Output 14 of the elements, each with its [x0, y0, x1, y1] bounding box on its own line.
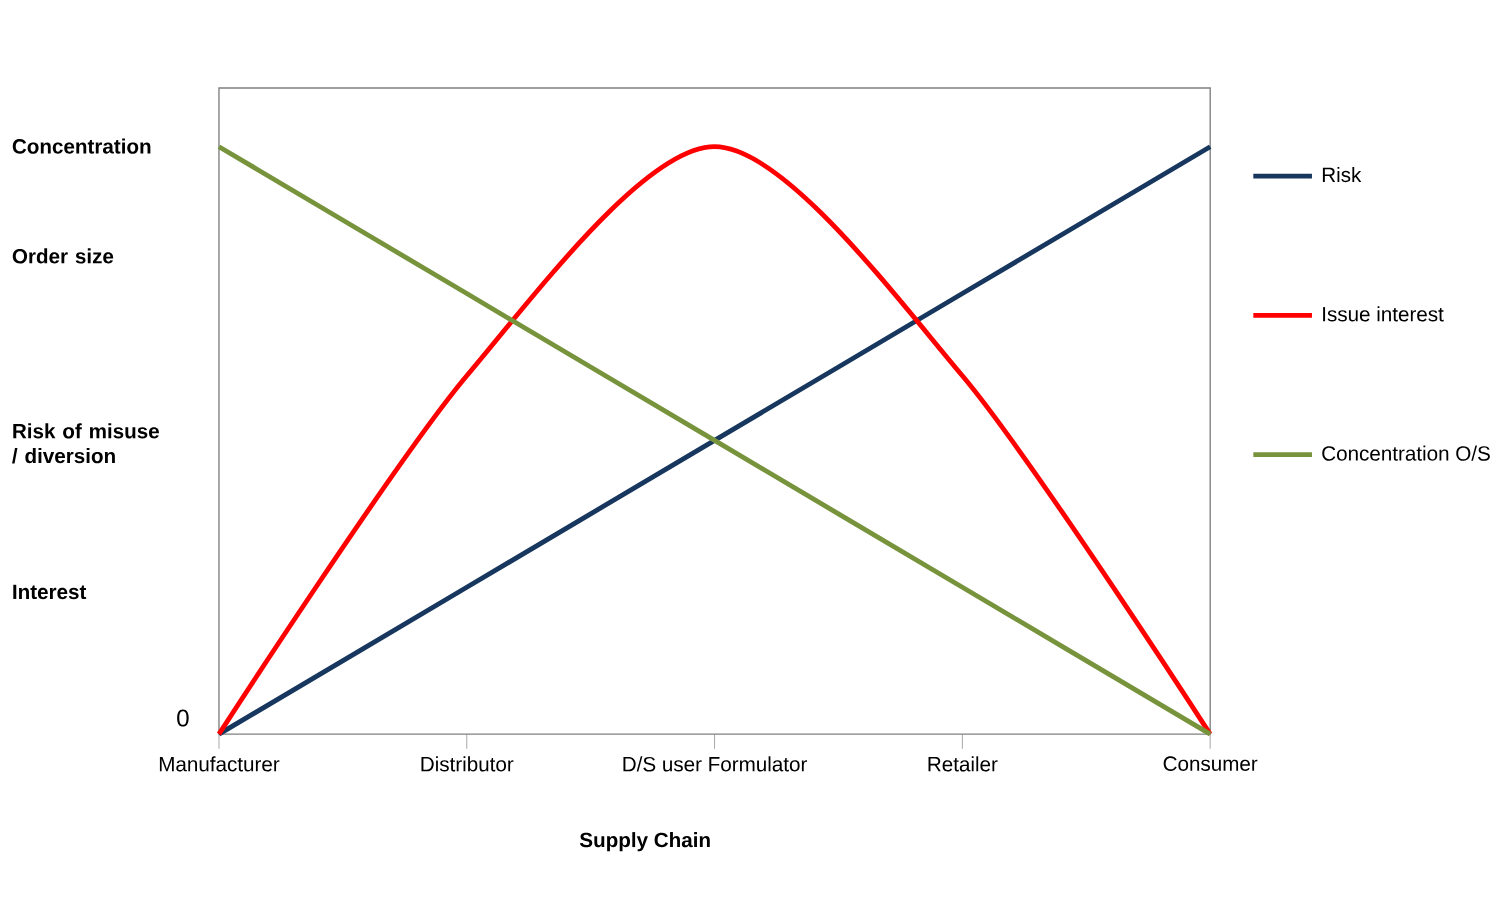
- legend-label: Issue interest: [1323, 306, 1444, 322]
- text: Concentration: [12, 138, 151, 154]
- x-tick-label: D/S user Formulator: [623, 756, 807, 772]
- legend-label: Concentration O/S: [1322, 445, 1490, 461]
- x-tick-label: Manufacturer: [159, 756, 280, 772]
- text: Interest: [13, 584, 87, 600]
- text: Risk of misuse / diversion: [12, 423, 159, 464]
- legend-label: Risk: [1322, 166, 1362, 183]
- text: Order size: [12, 248, 114, 264]
- x-tick-label: Consumer: [1163, 756, 1258, 771]
- x-tick-label: Retailer: [928, 756, 998, 772]
- x-axis-title: Supply Chain: [579, 832, 710, 852]
- x-tick-label: Distributor: [421, 756, 514, 772]
- text: 0: [177, 709, 189, 727]
